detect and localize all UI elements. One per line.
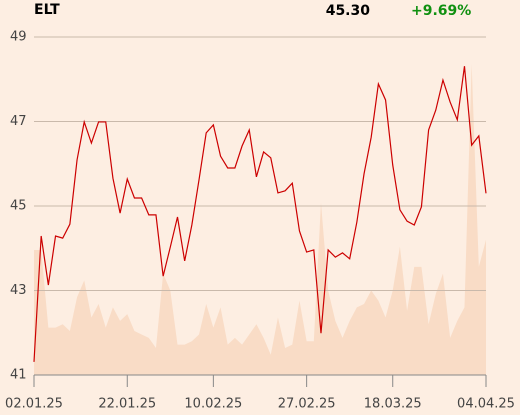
volume-area [34,64,486,375]
y-tick-label: 49 [10,30,27,45]
price: 45.30 [326,3,371,19]
change: +9.69% [411,3,471,19]
x-tick-label: 27.02.25 [278,397,336,412]
x-tick-label: 02.01.25 [5,397,63,412]
price-line [33,66,487,362]
symbol: ELT [34,2,60,18]
y-tick-label: 43 [10,283,27,298]
x-tick-label: 22.01.25 [98,397,156,412]
y-tick-label: 47 [10,114,27,129]
x-tick-label: 18.03.25 [364,397,422,412]
x-tick-label: 10.02.25 [184,397,242,412]
y-tick-label: 41 [10,368,27,383]
y-tick-label: 45 [10,199,27,214]
x-tick-label: 04.04.25 [457,397,515,412]
